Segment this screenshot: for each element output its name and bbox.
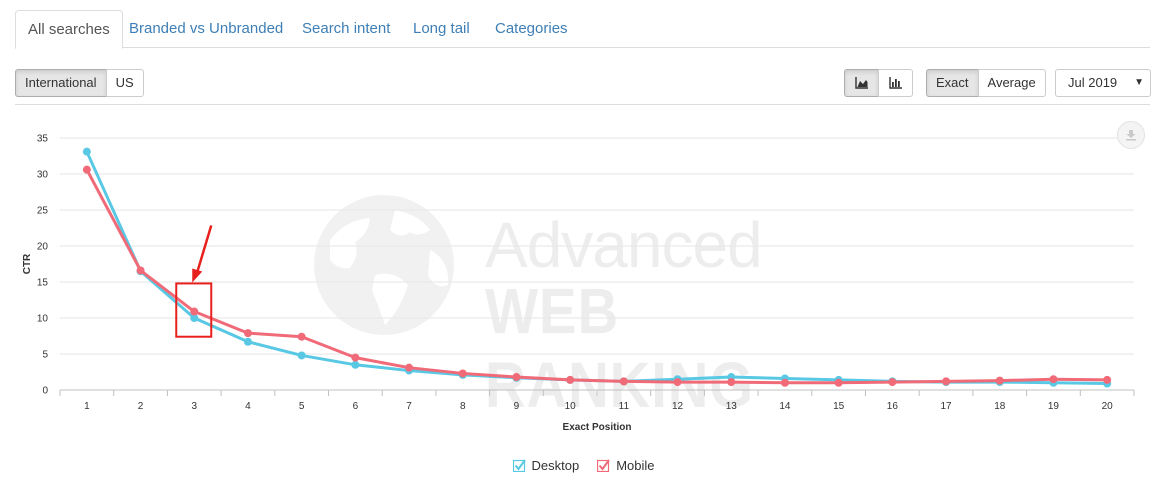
x-tick-label: 16 bbox=[887, 401, 899, 412]
x-tick-label: 6 bbox=[353, 401, 359, 412]
x-tick-label: 20 bbox=[1102, 401, 1114, 412]
y-tick-label: 20 bbox=[37, 242, 49, 253]
data-point-mobile bbox=[780, 378, 789, 387]
legend-label-mobile: Mobile bbox=[616, 458, 655, 473]
data-point-mobile bbox=[512, 373, 521, 382]
annotation-arrow-shaft bbox=[195, 225, 213, 276]
x-tick-label: 14 bbox=[779, 401, 791, 412]
month-select-value: Jul 2019 bbox=[1068, 75, 1118, 90]
tab-branded-vs-unbranded[interactable]: Branded vs Unbranded bbox=[129, 20, 284, 37]
international-button[interactable]: International bbox=[15, 69, 107, 97]
y-tick-label: 10 bbox=[37, 314, 49, 325]
x-tick-label: 11 bbox=[619, 401, 630, 412]
y-tick-label: 25 bbox=[37, 206, 49, 217]
data-point-desktop bbox=[243, 337, 252, 346]
data-point-mobile bbox=[727, 378, 736, 387]
x-axis-title: Exact Position bbox=[563, 422, 632, 433]
us-button[interactable]: US bbox=[105, 69, 144, 97]
data-point-mobile bbox=[995, 376, 1004, 385]
data-point-mobile bbox=[243, 329, 252, 338]
chart-toolbar: International US Exact Average Jul 2019 … bbox=[15, 69, 1151, 105]
exact-button[interactable]: Exact bbox=[926, 69, 979, 97]
month-select[interactable]: Jul 2019 ▼ bbox=[1055, 69, 1151, 97]
x-tick-label: 19 bbox=[1048, 401, 1060, 412]
x-tick-label: 5 bbox=[299, 401, 305, 412]
x-tick-label: 1 bbox=[84, 401, 90, 412]
chart-type-toggle bbox=[844, 69, 913, 97]
tab-all-searches[interactable]: All searches bbox=[15, 10, 123, 49]
tab-bar: All searches Branded vs Unbranded Search… bbox=[15, 10, 1150, 49]
data-point-mobile bbox=[673, 378, 682, 387]
legend-label-desktop: Desktop bbox=[531, 458, 580, 473]
data-point-mobile bbox=[942, 377, 951, 386]
data-point-mobile bbox=[888, 378, 897, 387]
y-tick-label: 15 bbox=[37, 278, 49, 289]
x-tick-label: 10 bbox=[565, 401, 577, 412]
y-tick-label: 0 bbox=[42, 386, 48, 397]
annotation-arrow-head bbox=[192, 268, 203, 283]
data-point-mobile bbox=[190, 307, 199, 316]
y-tick-label: 35 bbox=[37, 134, 49, 145]
x-tick-label: 2 bbox=[138, 401, 144, 412]
bar-chart-button[interactable] bbox=[878, 69, 913, 97]
data-point-mobile bbox=[82, 165, 91, 174]
data-point-mobile bbox=[834, 378, 843, 387]
x-tick-label: 8 bbox=[460, 401, 466, 412]
x-tick-label: 3 bbox=[191, 401, 197, 412]
data-point-desktop bbox=[297, 351, 306, 360]
data-point-desktop bbox=[351, 360, 360, 369]
export-button[interactable] bbox=[1117, 121, 1145, 149]
x-tick-label: 17 bbox=[940, 401, 952, 412]
tab-categories[interactable]: Categories bbox=[495, 20, 568, 37]
data-point-mobile bbox=[405, 363, 414, 372]
region-toggle: International US bbox=[15, 69, 144, 97]
data-point-desktop bbox=[190, 314, 199, 322]
x-tick-label: 13 bbox=[726, 401, 738, 412]
average-button[interactable]: Average bbox=[977, 69, 1046, 97]
tab-long-tail[interactable]: Long tail bbox=[413, 20, 470, 37]
data-point-mobile bbox=[566, 375, 575, 384]
x-tick-label: 9 bbox=[514, 401, 520, 412]
data-point-mobile bbox=[136, 266, 145, 275]
area-chart-icon bbox=[854, 77, 868, 89]
chart-legend: Desktop Mobile bbox=[0, 458, 1167, 473]
x-tick-label: 15 bbox=[833, 401, 845, 412]
data-point-mobile bbox=[351, 353, 360, 362]
legend-item-desktop[interactable]: Desktop bbox=[512, 458, 580, 473]
series-line-mobile bbox=[85, 168, 1108, 385]
series-line-desktop bbox=[85, 151, 1108, 386]
checkbox-checked-icon bbox=[597, 459, 611, 472]
x-tick-label: 12 bbox=[672, 401, 684, 412]
legend-item-mobile[interactable]: Mobile bbox=[597, 458, 655, 473]
data-point-mobile bbox=[458, 369, 467, 378]
tab-search-intent[interactable]: Search intent bbox=[302, 20, 391, 37]
download-icon bbox=[1126, 130, 1136, 141]
y-axis-title: CTR bbox=[22, 253, 33, 274]
x-tick-label: 18 bbox=[994, 401, 1006, 412]
data-point-mobile bbox=[1049, 375, 1058, 384]
data-point-desktop bbox=[82, 147, 91, 156]
chevron-down-icon: ▼ bbox=[1134, 77, 1144, 88]
checkbox-checked-icon bbox=[512, 459, 526, 472]
metric-toggle: Exact Average bbox=[926, 69, 1046, 97]
y-tick-label: 5 bbox=[42, 350, 48, 361]
bar-chart-icon bbox=[888, 77, 902, 89]
x-tick-label: 4 bbox=[245, 401, 251, 412]
x-tick-label: 7 bbox=[406, 401, 412, 412]
data-point-mobile bbox=[619, 377, 628, 386]
data-point-mobile bbox=[297, 332, 306, 341]
data-point-mobile bbox=[1103, 375, 1112, 384]
area-chart-button[interactable] bbox=[844, 69, 879, 97]
y-tick-label: 30 bbox=[37, 170, 49, 181]
annotation-box bbox=[175, 282, 213, 338]
